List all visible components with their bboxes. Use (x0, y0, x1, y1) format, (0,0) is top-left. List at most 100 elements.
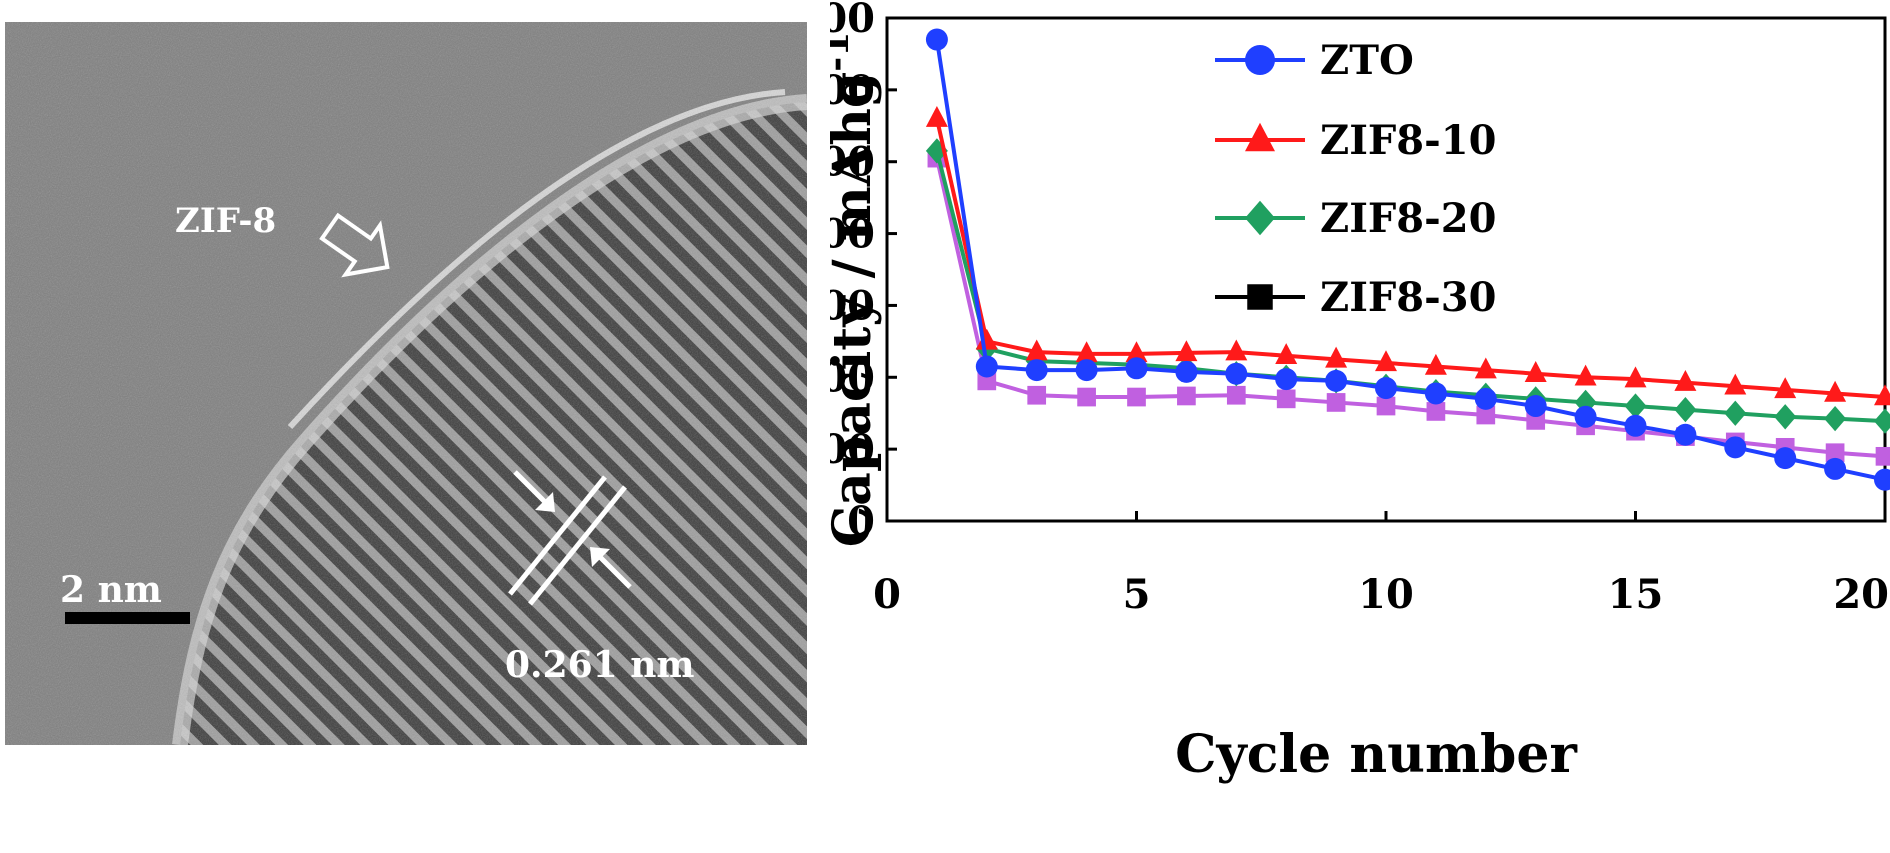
data-point-zif8-30 (1127, 387, 1146, 407)
data-point-zif8-20 (1624, 393, 1647, 419)
data-point-zto (1874, 468, 1890, 491)
data-point-zif8-20 (925, 138, 948, 164)
micrograph-image: ZIF-8 2 nm 0.261 nm (5, 22, 807, 745)
y-tick-label: 0 (847, 498, 875, 545)
data-point-zto (1375, 377, 1397, 400)
data-point-zto (1824, 457, 1847, 480)
lattice-spacing-indicator (508, 470, 632, 606)
data-point-zif8-10 (1824, 380, 1847, 402)
data-point-zif8-20 (1724, 400, 1747, 426)
data-point-zif8-20 (1674, 396, 1697, 423)
data-point-zif8-20 (1824, 405, 1847, 432)
data-point-zif8-30 (1027, 385, 1047, 405)
tem-micrograph: ZIF-8 2 nm 0.261 nm (5, 22, 807, 745)
legend-entry-zif8-20: ZIF8-20 (1215, 195, 1496, 242)
x-tick-label: 15 (1608, 571, 1664, 618)
outline-arrow-icon (319, 212, 390, 278)
scale-bar-label: 2 nm (60, 569, 162, 611)
data-point-zto (1175, 360, 1198, 383)
legend-entry-zto: ZTO (1215, 37, 1414, 84)
legend-entry-zif8-10: ZIF8-10 (1215, 117, 1496, 164)
capacity-chart: 0 200 400 600 800 1000 1200 1400 0 5 10 15 20 ZTO ZIF… (830, 0, 1890, 853)
series-zto (925, 28, 1890, 491)
data-point-zif8-30 (1226, 385, 1246, 405)
data-point-zif8-20 (1874, 408, 1890, 434)
data-point-zto (1125, 357, 1148, 380)
legend-entry-zif8-30: ZIF8-30 (1215, 274, 1496, 321)
series-zif8-10 (925, 105, 1890, 406)
chart-legend: ZTO ZIF8-10 ZIF8-20 ZIF8-30 (1215, 37, 1496, 321)
zif8-label: ZIF-8 (175, 201, 276, 241)
data-point-zto (1075, 359, 1098, 382)
data-point-zif8-10 (1874, 384, 1890, 406)
data-point-zif8-30 (1825, 443, 1845, 463)
data-point-zto (1624, 414, 1647, 437)
legend-label: ZIF8-20 (1320, 195, 1496, 242)
data-point-zif8-10 (1325, 346, 1348, 368)
y-axis-title-main: Capacity / mAhg (830, 72, 883, 548)
y-tick-label: 600 (830, 282, 875, 329)
series-line-zif8-10 (934, 118, 1886, 400)
data-point-zif8-10 (1574, 364, 1597, 386)
data-point-zto (1724, 436, 1747, 459)
data-point-zif8-10 (1524, 361, 1547, 382)
data-point-zto (975, 355, 998, 378)
data-point-zto (1574, 405, 1597, 428)
data-point-zif8-10 (1774, 377, 1797, 399)
legend-swatch-marker (1247, 284, 1273, 310)
y-tick-label: 200 (830, 426, 875, 473)
x-tick-label: 5 (1123, 571, 1151, 618)
x-tick-label: 0 (873, 571, 901, 618)
data-point-zif8-30 (1376, 396, 1396, 416)
data-point-zif8-10 (1474, 357, 1497, 379)
data-point-zif8-10 (975, 328, 998, 350)
data-point-zif8-30 (1326, 393, 1346, 412)
data-point-zto (1025, 359, 1048, 382)
data-point-zto (1325, 369, 1348, 392)
legend-swatch-marker (1245, 122, 1275, 152)
data-point-zif8-10 (1225, 339, 1248, 361)
chart-axes: 0 200 400 600 800 1000 1200 1400 0 5 10 15 20 (830, 0, 1889, 618)
legend-swatch-marker (1245, 45, 1275, 75)
lattice-spacing-label: 0.261 nm (505, 644, 695, 686)
y-axis-title-superscript: -1 (830, 32, 857, 72)
data-point-zto (1674, 423, 1697, 446)
legend-label: ZTO (1320, 37, 1414, 84)
data-point-zto (1424, 382, 1447, 405)
data-point-zto (1524, 395, 1547, 418)
data-point-zif8-10 (925, 105, 948, 127)
scale-bar (65, 612, 190, 624)
y-tick-label: 1000 (830, 139, 875, 186)
y-tick-label: 800 (830, 211, 875, 258)
data-point-zif8-30 (1276, 389, 1296, 409)
data-point-zif8-30 (1875, 446, 1890, 466)
y-tick-label: 1200 (830, 67, 875, 114)
data-point-zif8-10 (1375, 350, 1397, 372)
data-point-zif8-10 (1075, 341, 1098, 363)
chart-series (925, 28, 1890, 491)
y-axis-title: Capacity / mAhg-1 (830, 32, 883, 548)
arrowhead-icon (590, 547, 632, 589)
x-tick-label: 20 (1833, 571, 1889, 618)
x-axis-title: Cycle number (1175, 724, 1577, 785)
data-point-zif8-10 (1125, 341, 1148, 363)
legend-swatch-marker (1245, 200, 1275, 236)
data-point-zif8-30 (1077, 387, 1096, 407)
data-point-zif8-30 (1426, 402, 1446, 421)
y-tick-label: 1400 (830, 0, 875, 42)
data-point-zto (1474, 387, 1497, 410)
chart-svg: 0 200 400 600 800 1000 1200 1400 0 5 10 15 20 ZTO ZIF… (830, 0, 1890, 785)
data-point-zif8-10 (1624, 366, 1647, 388)
data-point-zif8-10 (1175, 340, 1198, 362)
data-point-zto (925, 28, 948, 51)
arrowhead-icon (513, 470, 555, 512)
data-point-zto (1774, 447, 1797, 470)
data-point-zif8-10 (1674, 370, 1697, 391)
data-point-zif8-10 (1025, 339, 1048, 361)
legend-label: ZIF8-10 (1320, 117, 1496, 164)
y-tick-label: 400 (830, 354, 875, 401)
data-point-zto (1225, 362, 1248, 385)
data-point-zif8-30 (1476, 405, 1496, 425)
x-tick-label: 10 (1358, 571, 1414, 618)
data-point-zto (1275, 368, 1298, 391)
